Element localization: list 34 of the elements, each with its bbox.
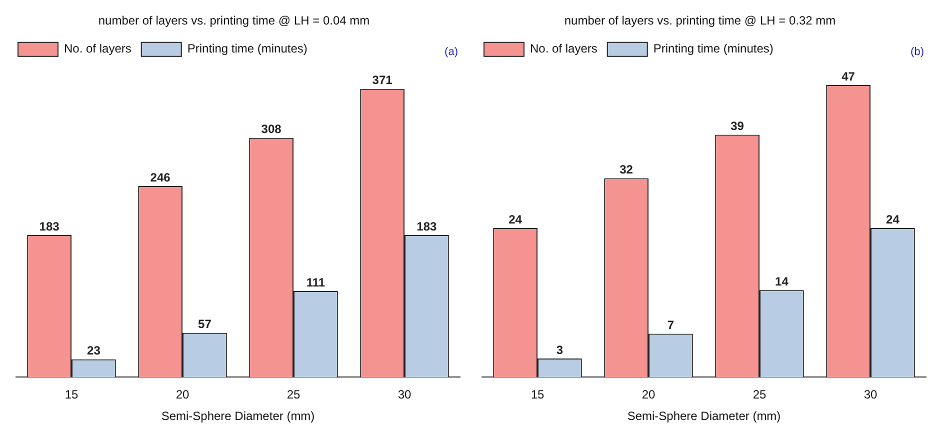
legend-label: Printing time (minutes) [653, 42, 774, 56]
data-label: 7 [667, 318, 674, 332]
x-tick-label: 30 [864, 388, 878, 402]
data-label: 14 [775, 274, 789, 288]
data-label: 47 [842, 69, 856, 84]
x-tick-label: 20 [642, 388, 656, 402]
x-tick-label: 30 [398, 388, 412, 402]
x-axis-title: Semi-Sphere Diameter (mm) [161, 409, 315, 424]
x-tick-label: 15 [64, 388, 78, 402]
data-label: 23 [87, 344, 101, 358]
x-tick-label: 25 [752, 388, 766, 402]
x-axis-title: Semi-Sphere Diameter (mm) [627, 409, 781, 424]
data-label: 57 [198, 317, 212, 332]
x-tick-label: 20 [176, 388, 190, 402]
data-label: 24 [508, 212, 522, 226]
legend-label: No. of layers [64, 42, 132, 56]
text: (b) [910, 46, 924, 58]
data-label: 246 [150, 170, 171, 184]
data-label: 111 [306, 275, 326, 290]
data-label: 24 [886, 212, 900, 226]
x-tick-label: 25 [286, 388, 300, 402]
data-label: 39 [730, 119, 744, 134]
data-label: 371 [372, 73, 393, 88]
data-label: 308 [261, 122, 282, 136]
data-label: 32 [620, 162, 634, 177]
data-label: 183 [416, 219, 438, 234]
x-tick-label: 15 [530, 388, 544, 402]
data-label: 183 [39, 219, 60, 234]
data-label: 3 [556, 342, 564, 357]
legend-label: Printing time (minutes) [187, 42, 308, 56]
text: (a) [444, 46, 458, 58]
chart-title: number of layers vs. printing time @ LH = 0.32 mm [564, 14, 836, 28]
legend-label: No. of layers [530, 42, 598, 56]
chart-title: number of layers vs. printing time @ LH = 0.04 mm [98, 14, 370, 28]
